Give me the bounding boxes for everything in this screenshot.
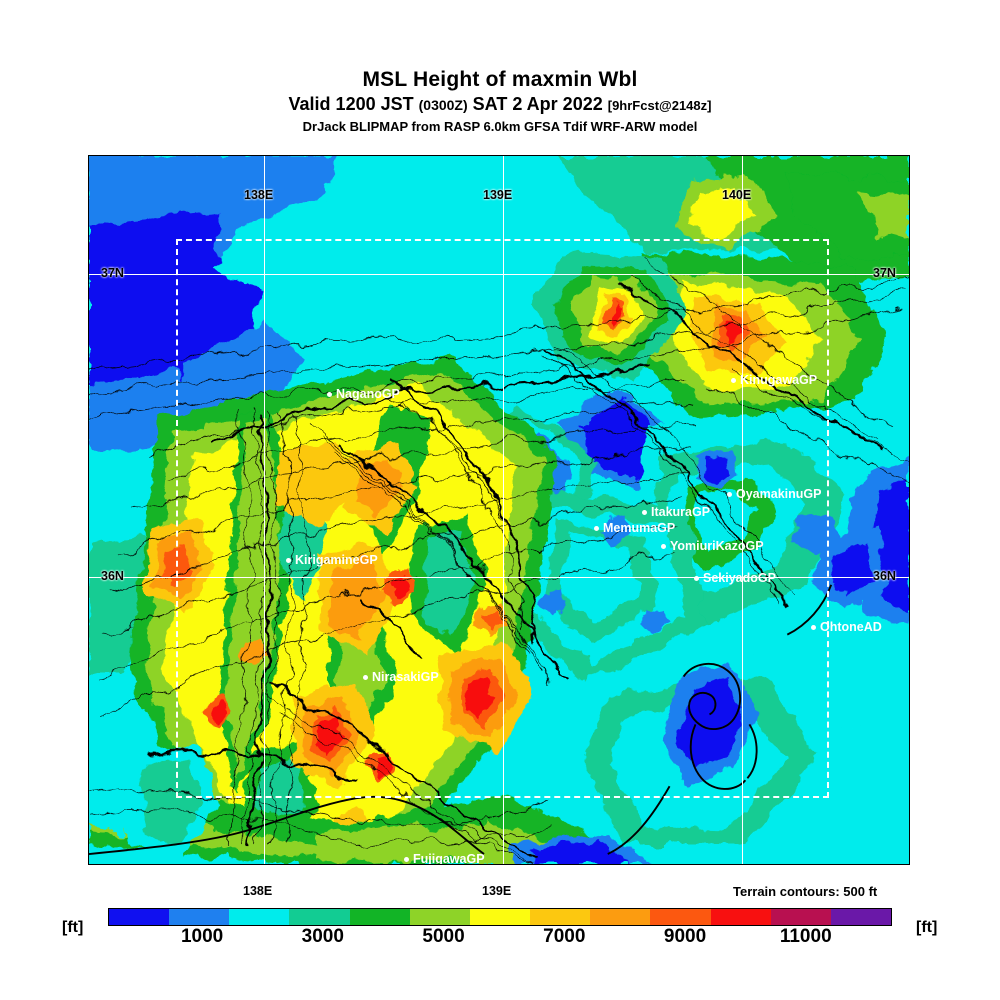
forecast-domain-box [176,239,829,798]
colorbar-segment [770,909,831,925]
colorbar-tick-label: 1000 [180,926,224,947]
colorbar-segment [229,909,290,925]
station-dot-icon [811,624,816,630]
colorbar-tick-label: 3000 [301,926,344,947]
map-label-lon-139E: 139E [483,188,513,202]
colorbar-swatches[interactable] [108,908,892,926]
map-label-lat-36N-right: 36N [873,569,896,583]
axis-label-lon-139E: 139E [482,884,512,898]
station-marker[interactable]: KinugawaGP [731,373,817,387]
valid-time-line: Valid 1200 JST (0300Z) SAT 2 Apr 2022 [9… [0,93,1000,117]
map-label-lon-140E: 140E [722,188,752,202]
colorbar-tick-label: 5000 [422,926,465,947]
station-label: FujigawaGP [413,852,485,865]
station-marker[interactable]: NirasakiGP [363,670,439,684]
colorbar-segment [830,909,892,925]
station-marker[interactable]: YomiuriKazoGP [661,539,764,553]
weather-map[interactable]: 138E 139E 140E 37N 36N 37N 36N NaganoGP … [88,155,910,865]
station-dot-icon [642,509,647,515]
station-label: SekiyadoGP [703,571,776,585]
forecast-tag: [9hrFcst@2148z] [607,98,712,113]
model-subtitle: DrJack BLIPMAP from RASP 6.0km GFSA Tdif… [302,119,698,134]
parallel-36N [89,577,909,579]
station-dot-icon [363,674,368,680]
colorbar-tick-label: 9000 [663,926,707,947]
station-label: NirasakiGP [372,670,439,684]
station-dot-icon [661,543,666,549]
map-label-lon-138E: 138E [244,188,274,202]
colorbar-segment [469,909,531,925]
station-dot-icon [286,557,291,563]
valid-time-prefix: Valid 1200 JST [288,94,414,114]
colorbar-segment [650,909,711,925]
station-label: KirigamineGP [295,553,378,567]
title-block: MSL Height of maxmin Wbl Valid 1200 JST … [0,68,1000,135]
station-dot-icon [727,491,732,497]
colorbar[interactable]: [ft] 1000 3000 5000 7000 9000 11000 [ft] [0,905,1000,955]
station-marker[interactable]: MemumaGP [594,521,675,535]
map-label-lat-36N-left: 36N [101,569,124,583]
station-marker[interactable]: SekiyadoGP [694,571,776,585]
colorbar-segment [289,909,350,925]
parallel-37N [89,274,909,276]
colorbar-tick-label: 11000 [779,926,832,947]
colorbar-tick-label: 7000 [543,926,586,947]
station-label: ItakuraGP [651,505,711,519]
station-dot-icon [404,856,409,862]
valid-time-utc: (0300Z) [418,97,468,113]
colorbar-ticks: 1000 3000 5000 7000 9000 11000 [108,926,892,952]
colorbar-segment [349,909,410,925]
station-marker[interactable]: OhtoneAD [811,620,882,634]
colorbar-segment [710,909,771,925]
map-label-lat-37N-right: 37N [873,266,896,280]
station-label: OhtoneAD [820,620,882,634]
colorbar-unit-right: [ft] [916,919,938,936]
axis-label-lon-138E: 138E [243,884,273,898]
colorbar-segment [109,909,170,925]
map-label-lat-37N-left: 37N [101,266,124,280]
station-label: NaganoGP [336,387,400,401]
meridian-140E [742,156,744,864]
colorbar-segment [530,909,591,925]
station-dot-icon [694,575,699,581]
colorbar-unit-left: [ft] [62,919,84,936]
valid-date: SAT 2 Apr 2022 [472,94,603,114]
station-dot-icon [731,377,736,383]
colorbar-segment [409,909,470,925]
station-marker[interactable]: OyamakinuGP [727,487,821,501]
station-marker[interactable]: NaganoGP [327,387,400,401]
station-marker[interactable]: FujigawaGP [404,852,485,865]
meridian-138E [264,156,266,864]
colorbar-segment [169,909,230,925]
station-dot-icon [327,391,332,397]
station-label: MemumaGP [603,521,676,535]
page-title: MSL Height of maxmin Wbl [362,68,638,91]
station-dot-icon [594,525,599,531]
colorbar-segment [590,909,651,925]
terrain-contour-note: Terrain contours: 500 ft [733,884,878,899]
station-marker[interactable]: ItakuraGP [642,505,710,519]
station-label: YomiuriKazoGP [670,539,764,553]
station-marker[interactable]: KirigamineGP [286,553,378,567]
station-label: OyamakinuGP [736,487,822,501]
meridian-139E [503,156,505,864]
station-label: KinugawaGP [740,373,818,387]
